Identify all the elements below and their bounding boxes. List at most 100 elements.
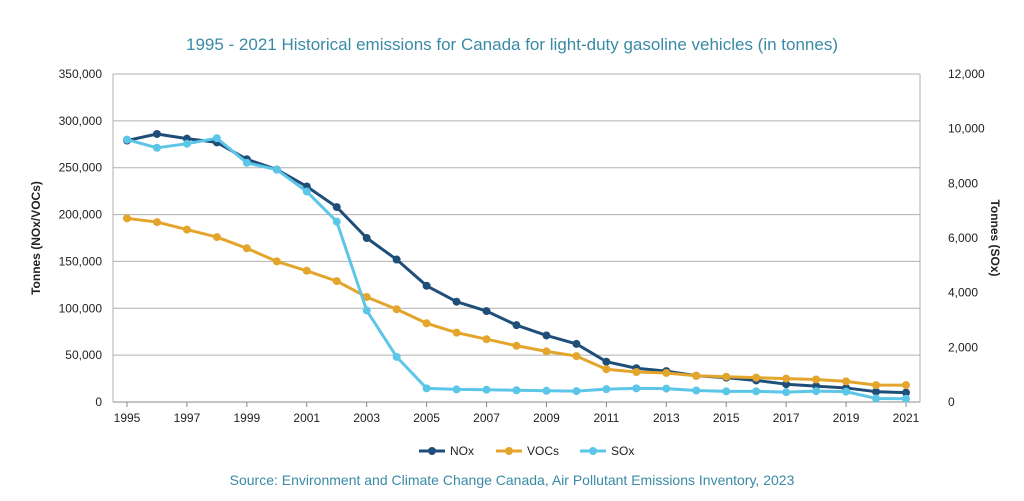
data-point-vocs	[572, 352, 581, 361]
data-point-sox	[182, 139, 191, 148]
data-point-nox	[602, 357, 611, 366]
data-point-nox	[392, 255, 401, 264]
x-tick-label: 2021	[893, 411, 920, 425]
data-point-vocs	[182, 225, 191, 234]
data-point-sox	[362, 306, 371, 315]
data-point-nox	[422, 281, 431, 290]
y-left-tick-label: 350,000	[59, 67, 103, 81]
y-right-axis-title: Tonnes (SOx)	[988, 199, 1002, 276]
x-tick-label: 2011	[593, 411, 619, 425]
data-point-sox	[242, 158, 251, 167]
y-right-tick-label: 2,000	[948, 340, 978, 354]
data-point-nox	[362, 234, 371, 242]
y-left-tick-label: 250,000	[59, 161, 103, 175]
data-point-sox	[272, 165, 281, 174]
y-right-tick-label: 4,000	[948, 286, 978, 300]
y-left-tick-label: 150,000	[59, 254, 103, 268]
y-right-tick-label: 8,000	[948, 176, 978, 190]
legend-marker-sox	[589, 447, 597, 455]
data-point-vocs	[332, 277, 341, 286]
data-point-sox	[722, 387, 731, 396]
data-point-sox	[662, 384, 671, 393]
data-point-sox	[602, 385, 611, 394]
y-left-tick-label: 100,000	[59, 301, 103, 315]
data-point-sox	[782, 388, 791, 397]
data-point-nox	[332, 203, 341, 212]
data-point-nox	[542, 331, 551, 340]
data-point-sox	[482, 385, 491, 394]
series-line-sox	[126, 136, 907, 401]
data-point-vocs	[812, 375, 821, 384]
data-point-sox	[572, 387, 581, 396]
data-point-vocs	[782, 374, 791, 383]
x-tick-label: 2015	[713, 411, 740, 425]
data-point-sox	[842, 387, 851, 396]
data-point-vocs	[302, 266, 311, 275]
y-left-tick-label: 200,000	[59, 208, 103, 222]
legend: NOx VOCs SOx	[419, 444, 634, 458]
data-point-vocs	[632, 368, 641, 377]
x-tick-label: 2009	[533, 411, 560, 425]
series-lines	[123, 129, 910, 403]
data-point-vocs	[722, 372, 731, 381]
series-line-nox	[126, 132, 907, 395]
y-left-tick-label: 300,000	[59, 114, 103, 128]
data-point-vocs	[662, 368, 671, 377]
data-point-vocs	[872, 381, 881, 390]
legend-marker-vocs	[505, 447, 513, 455]
data-point-nox	[572, 339, 581, 348]
data-point-nox	[872, 387, 881, 396]
x-tick-label: 2013	[653, 411, 680, 425]
data-point-sox	[542, 386, 551, 395]
axes: 0 50,000 100,000 150,000 200,000 250,000 300,0…	[29, 67, 1002, 425]
y-left-axis-title: Tonnes (NOx/VOCs)	[29, 181, 43, 295]
x-tick-label: 2019	[833, 411, 860, 425]
data-point-nox	[152, 129, 161, 138]
data-point-sox	[902, 394, 910, 403]
x-tick-label: 2007	[473, 411, 500, 425]
data-point-vocs	[392, 305, 401, 314]
data-point-vocs	[692, 371, 701, 380]
data-point-vocs	[602, 365, 611, 374]
data-point-nox	[482, 307, 491, 316]
x-tick-label: 2005	[413, 411, 440, 425]
legend-label-nox: NOx	[450, 444, 474, 458]
data-point-vocs	[842, 377, 851, 386]
data-point-vocs	[752, 373, 761, 382]
data-point-vocs	[212, 233, 221, 242]
data-point-vocs	[452, 328, 461, 337]
gridlines	[113, 73, 920, 403]
data-point-vocs	[272, 257, 281, 266]
data-point-vocs	[902, 381, 910, 390]
data-point-sox	[632, 384, 641, 393]
data-point-sox	[392, 352, 401, 361]
data-point-sox	[302, 187, 311, 196]
data-point-sox	[422, 384, 431, 393]
y-left-tick-label: 50,000	[65, 348, 102, 362]
data-point-vocs	[242, 244, 251, 253]
y-right-tick-label: 0	[948, 395, 955, 409]
x-tick-label: 1999	[233, 411, 260, 425]
x-tick-label: 1997	[174, 411, 201, 425]
legend-label-sox: SOx	[611, 444, 634, 458]
y-right-tick-label: 10,000	[948, 122, 985, 136]
series-line-vocs	[126, 216, 906, 387]
data-point-sox	[692, 386, 701, 395]
data-point-nox	[512, 321, 521, 330]
legend-marker-nox	[428, 447, 436, 455]
x-tick-label: 2003	[353, 411, 380, 425]
data-point-sox	[152, 143, 161, 152]
data-point-vocs	[422, 319, 431, 328]
chart-title: 1995 - 2021 Historical emissions for Can…	[185, 35, 838, 54]
data-point-nox	[902, 388, 910, 397]
y-right-tick-label: 6,000	[948, 231, 978, 245]
legend-label-vocs: VOCs	[527, 444, 559, 458]
data-point-vocs	[542, 347, 551, 356]
y-left-tick-label: 0	[95, 395, 102, 409]
data-point-sox	[512, 386, 521, 395]
data-point-vocs	[123, 214, 131, 223]
data-point-vocs	[152, 218, 161, 227]
data-point-sox	[212, 134, 221, 143]
data-point-vocs	[512, 341, 521, 350]
